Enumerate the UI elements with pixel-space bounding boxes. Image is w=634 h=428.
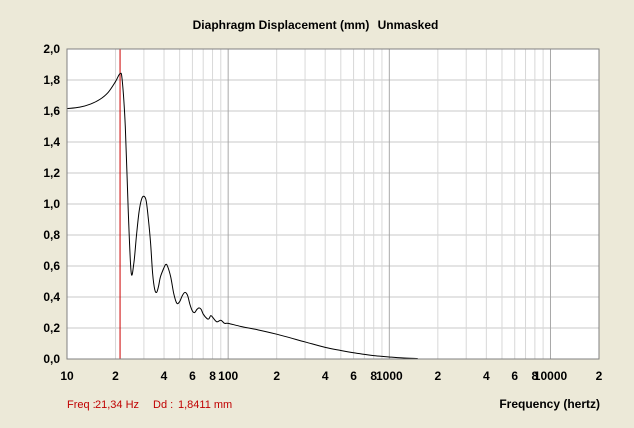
readout-freq-value: 21,34 Hz <box>95 399 139 411</box>
y-tick-label: 1,0 <box>43 197 60 211</box>
x-tick-label: 2 <box>434 369 441 383</box>
y-axis: 0,0 0,2 0,4 0,6 0,8 1,0 1,2 1,4 1,6 1,8 2,0 <box>43 42 60 366</box>
y-tick-label: 1,4 <box>43 135 60 149</box>
x-tick-label: 8 <box>209 369 216 383</box>
chart-title: Diaphragm Displacement (mm) <box>193 18 370 32</box>
x-tick-label: 6 <box>350 369 357 383</box>
chart-subtitle: Unmasked <box>378 18 439 32</box>
x-tick-label: 100 <box>218 369 238 383</box>
series-line <box>66 72 418 360</box>
y-tick-label: 0,0 <box>43 352 60 366</box>
y-tick-label: 0,2 <box>43 321 60 335</box>
x-tick-label: 10 <box>60 369 74 383</box>
x-axis-label: Frequency (hertz) <box>499 397 600 411</box>
x-tick-label: 4 <box>161 369 168 383</box>
y-tick-label: 1,6 <box>43 104 60 118</box>
readout-dd-value: 1,8411 mm <box>178 399 232 411</box>
readout-dd-label: Dd : <box>153 399 173 411</box>
y-tick-label: 2,0 <box>43 42 60 56</box>
x-tick-label: 2 <box>273 369 280 383</box>
x-tick-label: 8 <box>532 369 539 383</box>
x-tick-label: 6 <box>189 369 196 383</box>
y-tick-label: 0,6 <box>43 259 60 273</box>
x-tick-label: 6 <box>511 369 518 383</box>
readout-freq-label: Freq : <box>67 399 96 411</box>
x-tick-label: 2 <box>596 369 603 383</box>
x-tick-label: 4 <box>322 369 329 383</box>
y-tick-label: 1,2 <box>43 166 60 180</box>
plot-border <box>66 48 600 360</box>
x-tick-label: 10000 <box>534 369 568 383</box>
y-tick-label: 0,8 <box>43 228 60 242</box>
x-tick-label: 1000 <box>376 369 403 383</box>
y-tick-label: 0,4 <box>43 290 60 304</box>
x-tick-label: 8 <box>370 369 377 383</box>
x-tick-label: 2 <box>112 369 119 383</box>
y-tick-label: 1,8 <box>43 73 60 87</box>
x-tick-label: 4 <box>483 369 490 383</box>
